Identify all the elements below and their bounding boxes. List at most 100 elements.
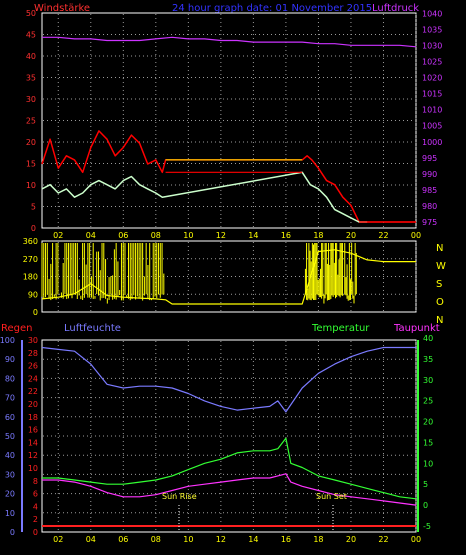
time-tick-label: 14 (248, 231, 258, 240)
chart-title: 24 hour graph date: 01 November 2015 (172, 3, 372, 14)
wind-tick-label: 10 (26, 181, 36, 190)
wind-tick-label: 30 (26, 95, 36, 104)
time-tick-label: 02 (53, 535, 63, 544)
humidity-tick-label: 10 (5, 509, 15, 518)
humidity-tick-label: 100 (0, 336, 15, 345)
time-tick-label: 16 (281, 231, 291, 240)
series-taupunkt-line (42, 473, 417, 506)
series-windst-rke-b-en--line (41, 130, 416, 223)
wind-tick-label: 5 (31, 203, 36, 212)
wind-axis-title: Windstärke (34, 3, 90, 14)
wind-tick-label: 50 (26, 9, 36, 18)
pressure-tick-label: 1010 (422, 106, 442, 115)
humidity-tick-label: 30 (5, 470, 15, 479)
humidity-tick-label: 80 (5, 374, 15, 383)
humidity-tick-label: 70 (5, 394, 15, 403)
dewpoint-axis-title: Taupunkt (393, 323, 440, 334)
temperature-tick-label: -5 (423, 522, 431, 531)
compass-letter: S (436, 279, 442, 290)
pressure-tick-label: 995 (422, 154, 437, 163)
humidity-tick-label: 50 (5, 432, 15, 441)
rain-tick-label: 28 (28, 349, 38, 358)
time-tick-label: 18 (313, 535, 323, 544)
temperature-axis-title: Temperatur (311, 323, 370, 334)
compass-letter: N (436, 315, 443, 326)
pressure-tick-label: 975 (422, 218, 437, 227)
time-tick-label: 00 (411, 535, 421, 544)
compass-letter: N (436, 243, 443, 254)
wind-tick-label: 15 (26, 160, 36, 169)
rain-tick-label: 26 (28, 362, 38, 371)
series-temperatur-line (42, 437, 417, 500)
compass-letter: W (436, 261, 446, 272)
series-luftdruck-line (42, 36, 417, 48)
time-tick-label: 08 (151, 231, 161, 240)
wind-tick-label: 45 (26, 31, 36, 40)
temperature-tick-label: 0 (423, 501, 428, 510)
time-tick-label: 10 (183, 231, 193, 240)
temperature-tick-label: 10 (423, 459, 433, 468)
time-tick-label: 06 (118, 231, 128, 240)
rain-tick-label: 30 (28, 336, 38, 345)
rain-tick-label: 4 (33, 502, 38, 511)
direction-tick-label: 270 (23, 255, 38, 264)
wind-panel-frame (41, 12, 417, 229)
time-tick-label: 02 (53, 231, 63, 240)
wind-tick-label: 20 (26, 138, 36, 147)
humidity-tick-label: 20 (5, 490, 15, 499)
humidity-tick-label: 90 (5, 355, 15, 364)
time-tick-label: 04 (86, 535, 96, 544)
humidity-axis-title: Luftfeuchte (64, 323, 121, 334)
temperature-tick-label: 20 (423, 418, 433, 427)
time-tick-label: 20 (346, 535, 356, 544)
temperature-tick-label: 5 (423, 480, 428, 489)
pressure-tick-label: 1020 (422, 74, 442, 83)
time-tick-label: 22 (378, 535, 388, 544)
wind-tick-label: 0 (31, 224, 36, 233)
direction-tick-label: 0 (33, 308, 38, 317)
rain-tick-label: 12 (28, 451, 38, 460)
series-windrichtung-line (41, 249, 416, 305)
time-tick-label: 06 (118, 535, 128, 544)
pressure-tick-label: 980 (422, 202, 437, 211)
rain-tick-label: 10 (28, 464, 38, 473)
temperature-tick-label: 15 (423, 438, 433, 447)
pressure-tick-label: 1040 (422, 9, 442, 18)
rain-tick-label: 18 (28, 413, 38, 422)
humidity-tick-label: 40 (5, 451, 15, 460)
temperature-tick-label: 30 (423, 376, 433, 385)
humidity-tick-label: 0 (10, 528, 15, 537)
pressure-tick-label: 1005 (422, 122, 442, 131)
pressure-tick-label: 1025 (422, 58, 442, 67)
time-tick-label: 00 (411, 231, 421, 240)
sunrise-label: Sun Rise (162, 492, 197, 501)
pressure-tick-label: 1015 (422, 90, 442, 99)
rain-tick-label: 2 (33, 515, 38, 524)
temperature-tick-label: 35 (423, 355, 433, 364)
wind-tick-label: 35 (26, 74, 36, 83)
rain-tick-label: 16 (28, 426, 38, 435)
time-tick-label: 16 (281, 535, 291, 544)
pressure-tick-label: 1035 (422, 25, 442, 34)
rain-tick-label: 20 (28, 400, 38, 409)
time-tick-label: 18 (313, 231, 323, 240)
temperature-tick-label: 25 (423, 397, 433, 406)
rain-tick-label: 24 (28, 374, 38, 383)
rain-tick-label: 14 (28, 438, 38, 447)
pressure-tick-label: 990 (422, 170, 437, 179)
time-tick-label: 14 (248, 535, 258, 544)
pressure-tick-label: 985 (422, 186, 437, 195)
direction-tick-label: 360 (23, 237, 38, 246)
time-tick-label: 12 (216, 231, 226, 240)
time-tick-label: 08 (151, 535, 161, 544)
rain-axis-title: Regen (1, 323, 33, 334)
wind-tick-label: 25 (26, 117, 36, 126)
time-tick-label: 04 (86, 231, 96, 240)
direction-tick-label: 90 (28, 290, 38, 299)
series-windst-rke-mittel--line (41, 171, 368, 223)
humidity-tick-label: 60 (5, 413, 15, 422)
time-tick-label: 12 (216, 535, 226, 544)
wind-tick-label: 40 (26, 52, 36, 61)
climate-panel-frame (41, 339, 417, 533)
